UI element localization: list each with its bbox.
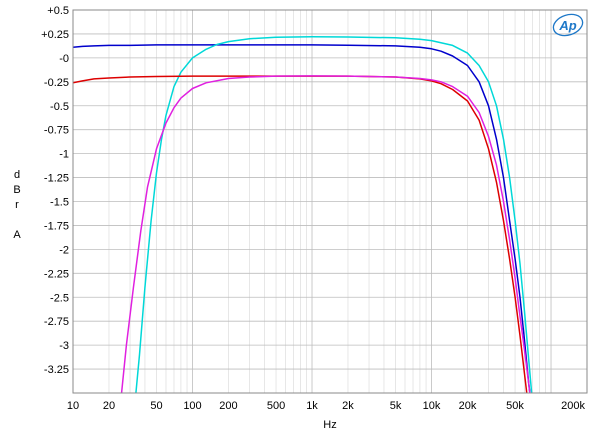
y-tick-labels: +0.5 +0.25 -0 -0.25 -0.5 -0.75 -1 -1.25 -1.5 -1.7… [41, 5, 69, 376]
y-tick-label: -2.5 [50, 292, 69, 304]
y-tick-label: -2 [59, 244, 69, 256]
y-axis-label-letter: B [13, 184, 20, 196]
x-tick-label: 10 [67, 400, 79, 412]
series-line-2 [135, 36, 533, 393]
x-tick-labels: 10 20 50 100 200 500 1k 2k 5k 10k 20k 50k 200k [67, 400, 586, 412]
x-tick-label: 50 [150, 400, 162, 412]
svg-text:Ap: Ap [558, 18, 576, 33]
x-tick-label: 50k [506, 400, 524, 412]
series-line-4 [120, 75, 531, 393]
x-tick-label: 5k [390, 400, 402, 412]
y-tick-label: +0.5 [47, 5, 69, 17]
y-tick-label: -3.25 [44, 364, 69, 376]
x-tick-label: 2k [342, 400, 354, 412]
x-tick-label: 20 [103, 400, 115, 412]
y-tick-label: -0.5 [50, 101, 69, 113]
y-axis-label: dBr A [13, 169, 21, 241]
y-axis-label-letter: r [15, 199, 19, 211]
x-tick-label: 200k [561, 400, 585, 412]
y-tick-label: -0.25 [44, 77, 69, 89]
y-axis-label-letter: d [14, 169, 20, 181]
y-axis-label-letter: A [13, 229, 21, 241]
y-tick-label: -1.75 [44, 220, 69, 232]
x-tick-label: 10k [423, 400, 441, 412]
series-line-1 [73, 44, 531, 393]
y-tick-label: -0 [59, 53, 69, 65]
series-layer [73, 36, 533, 393]
y-tick-label: -3 [59, 340, 69, 352]
x-axis-label: Hz [323, 419, 336, 431]
plot-frame [72, 9, 588, 394]
x-tick-label: 200 [219, 400, 237, 412]
x-tick-label: 500 [267, 400, 285, 412]
y-tick-label: -1.25 [44, 173, 69, 185]
grid [72, 9, 588, 393]
x-tick-label: 1k [306, 400, 318, 412]
y-tick-label: -2.25 [44, 268, 69, 280]
ap-logo: Ap [552, 13, 584, 37]
y-tick-label: +0.25 [41, 29, 69, 41]
y-tick-label: -2.75 [44, 316, 69, 328]
y-tick-label: -1.5 [50, 197, 69, 209]
y-tick-label: -0.75 [44, 125, 69, 137]
x-tick-label: 100 [183, 400, 201, 412]
y-tick-label: -1 [59, 149, 69, 161]
x-tick-label: 20k [459, 400, 477, 412]
